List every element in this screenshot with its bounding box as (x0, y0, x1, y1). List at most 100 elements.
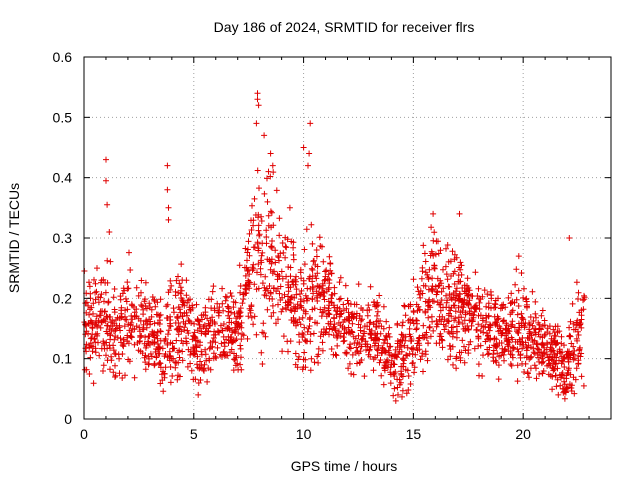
data-point (472, 305, 479, 312)
data-point (320, 258, 327, 265)
data-point (529, 288, 536, 295)
data-point (217, 322, 224, 329)
data-point (283, 306, 290, 313)
data-point (474, 326, 480, 333)
data-point (558, 360, 565, 367)
data-point (551, 366, 558, 373)
data-point (307, 331, 314, 338)
data-point (212, 320, 218, 327)
data-point (576, 346, 583, 353)
data-point (435, 250, 442, 257)
data-point (546, 330, 553, 337)
data-point (391, 385, 398, 392)
data-point (204, 378, 211, 385)
data-point (392, 397, 399, 404)
data-point (167, 379, 174, 386)
data-point (248, 227, 255, 233)
data-point (485, 335, 492, 342)
data-point (219, 285, 226, 292)
data-point (355, 321, 362, 328)
data-point (521, 285, 527, 292)
data-point (200, 323, 207, 330)
data-point (187, 307, 194, 314)
data-point (380, 303, 387, 310)
data-point (452, 308, 459, 315)
data-point (120, 336, 127, 343)
data-point (103, 328, 110, 335)
data-point (258, 349, 265, 356)
data-point (298, 287, 305, 294)
data-point (444, 276, 451, 283)
data-point (295, 331, 302, 338)
data-point (270, 309, 277, 316)
data-point (272, 259, 279, 266)
data-point (298, 304, 305, 311)
y-tick-label: 0.1 (53, 351, 73, 367)
data-point (565, 365, 572, 372)
data-point (453, 334, 460, 341)
data-point (451, 251, 458, 258)
data-point (580, 306, 587, 313)
data-point (431, 229, 438, 236)
data-point (101, 342, 108, 348)
data-point (141, 340, 148, 347)
data-point (288, 238, 295, 245)
data-point (374, 352, 381, 359)
data-point (147, 350, 154, 357)
data-point (508, 334, 515, 341)
data-point (269, 302, 276, 309)
data-point (306, 323, 313, 329)
data-point (341, 337, 348, 344)
data-point (433, 291, 440, 298)
data-point (127, 321, 134, 328)
data-point (124, 285, 131, 292)
data-point (447, 258, 454, 265)
data-point (275, 316, 281, 323)
data-point (164, 301, 171, 308)
data-point (524, 334, 531, 341)
data-point (100, 338, 107, 345)
data-point (493, 344, 500, 350)
data-point (581, 296, 588, 303)
data-point (287, 273, 294, 280)
data-point (269, 244, 275, 251)
x-axis-label: GPS time / hours (291, 458, 398, 474)
data-point (462, 309, 469, 316)
data-point (318, 313, 325, 320)
data-point (116, 355, 123, 362)
data-point (111, 286, 118, 292)
data-point (169, 373, 176, 379)
data-point (156, 317, 163, 324)
data-point (183, 292, 190, 299)
data-point (547, 372, 554, 379)
data-point (174, 314, 180, 320)
data-point (104, 279, 111, 286)
data-point (255, 211, 262, 218)
data-point (150, 332, 157, 339)
data-point (140, 311, 147, 318)
data-point (553, 383, 560, 390)
data-point (465, 301, 472, 308)
data-point (167, 323, 174, 330)
data-point (551, 332, 558, 339)
data-point (399, 332, 406, 339)
data-point (554, 329, 561, 336)
data-point (483, 303, 490, 310)
data-point (376, 359, 383, 366)
data-point (261, 284, 268, 291)
data-point (268, 313, 275, 320)
data-point (431, 298, 437, 305)
data-point (279, 240, 286, 246)
data-point (322, 276, 329, 283)
data-point (95, 317, 102, 324)
data-point (573, 335, 580, 342)
data-point (548, 335, 555, 342)
data-point (456, 319, 463, 326)
data-point (146, 300, 153, 307)
data-point (331, 284, 338, 291)
data-point (157, 328, 164, 334)
data-point (331, 315, 338, 322)
data-point (310, 258, 317, 265)
data-point (106, 229, 113, 235)
data-point (426, 323, 433, 330)
